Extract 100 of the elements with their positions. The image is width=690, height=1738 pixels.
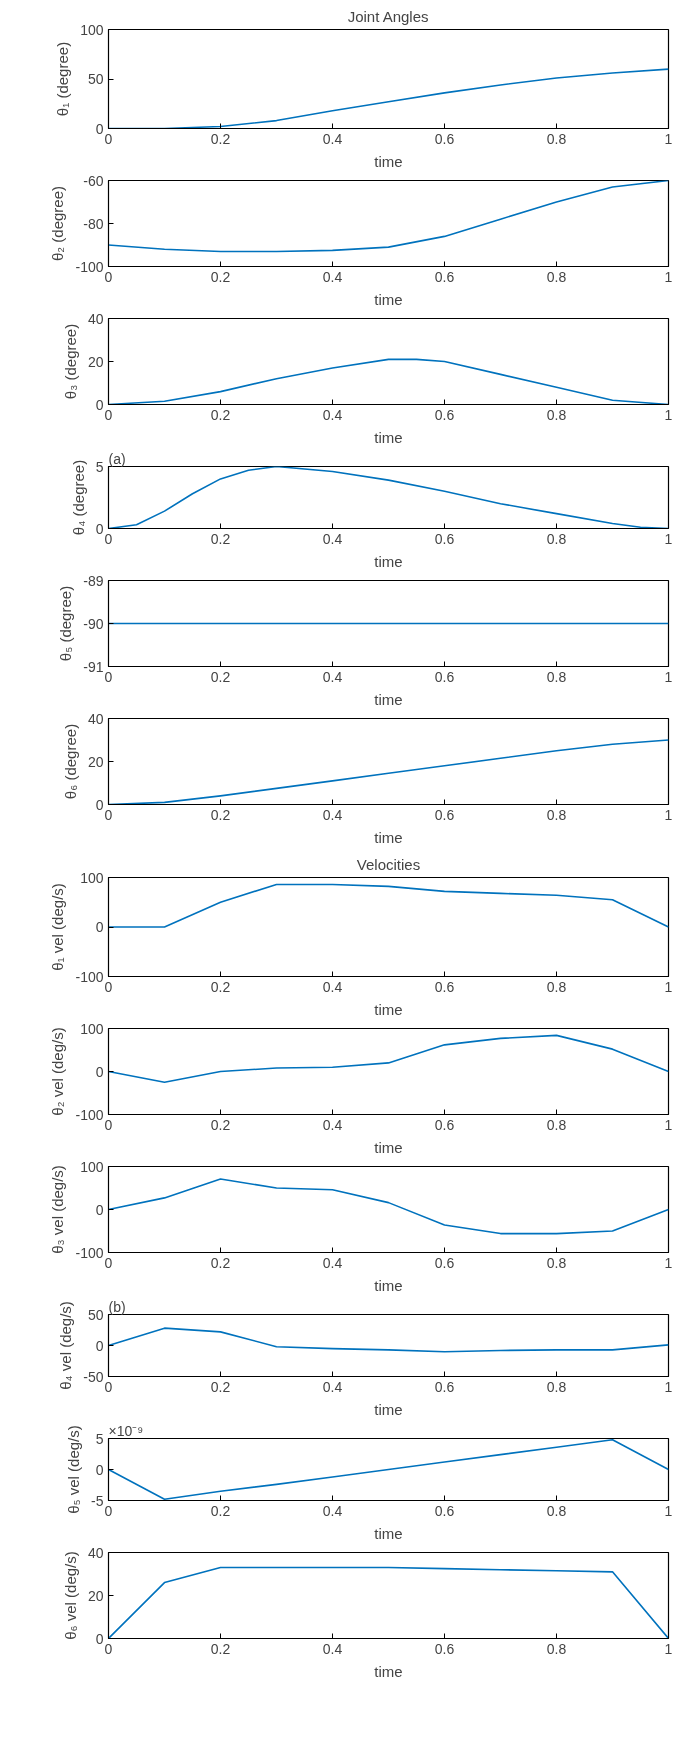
annotation: (a) xyxy=(108,450,126,467)
y-tick-label: 40 xyxy=(87,1544,104,1561)
x-axis-title: time xyxy=(374,1662,403,1680)
y-tick-label: -89 xyxy=(83,572,104,589)
line-series xyxy=(108,1327,669,1353)
y-tick-label: 0 xyxy=(95,1063,104,1080)
x-tick-label: 0.8 xyxy=(546,978,567,995)
x-tick-label: 0.2 xyxy=(210,1640,231,1657)
x-axis-title: time xyxy=(374,1524,403,1542)
x-tick-label: 0.6 xyxy=(434,530,455,547)
chart-title: Velocities xyxy=(356,855,421,873)
x-tick-label: 1 xyxy=(664,1502,673,1519)
line-series xyxy=(108,1178,669,1235)
x-tick-label: 0.4 xyxy=(322,1378,343,1395)
x-axis-title: time xyxy=(374,152,403,170)
y-axis-title: θ₄ (degree) xyxy=(69,459,87,536)
x-tick-label: 0.6 xyxy=(434,1378,455,1395)
y-tick-label: 0 xyxy=(95,919,104,935)
x-tick-label: 1 xyxy=(664,406,673,423)
line-series xyxy=(108,180,669,253)
y-tick-label: -91 xyxy=(83,658,104,675)
x-axis-title: time xyxy=(374,1276,403,1294)
x-tick-label: 0.8 xyxy=(546,1116,567,1133)
x-axis-title: time xyxy=(374,428,403,446)
x-tick-label: 1 xyxy=(664,530,673,547)
x-tick-label: 0.8 xyxy=(546,1502,567,1519)
y-tick-label: 100 xyxy=(80,1020,104,1037)
x-tick-label: 1 xyxy=(664,130,673,147)
x-tick-label: 0.8 xyxy=(546,1640,567,1657)
x-tick-label: 0.4 xyxy=(322,978,343,995)
y-tick-label: 5 xyxy=(95,1430,104,1447)
x-tick-label: 0.4 xyxy=(322,406,343,423)
x-tick-label: 1 xyxy=(664,806,673,823)
x-tick-label: 0.2 xyxy=(210,130,231,147)
chart-title: Joint Angles xyxy=(347,7,429,25)
x-tick-label: 0.8 xyxy=(546,806,567,823)
y-tick-label: 20 xyxy=(87,753,104,770)
x-axis-title: time xyxy=(374,1000,403,1018)
x-tick-label: 0.2 xyxy=(210,1378,231,1395)
y-tick-label: 20 xyxy=(87,353,104,370)
x-tick-label: 0.6 xyxy=(434,806,455,823)
y-tick-label: -50 xyxy=(83,1368,104,1385)
x-tick-label: 0.2 xyxy=(210,1502,231,1519)
y-tick-label: 0 xyxy=(95,1201,104,1218)
y-axis-title: θ₅ (degree) xyxy=(57,585,75,662)
y-axis-title: θ₆ (degree) xyxy=(61,723,79,800)
x-tick-label: 1 xyxy=(664,978,673,995)
x-tick-label: 0.4 xyxy=(322,668,343,685)
x-tick-label: 1 xyxy=(664,1378,673,1395)
x-axis-title: time xyxy=(374,552,403,570)
x-tick-label: 0.8 xyxy=(546,130,567,147)
x-tick-label: 0.8 xyxy=(546,668,567,685)
y-tick-label: 0 xyxy=(95,1337,104,1354)
x-tick-label: 0.6 xyxy=(434,406,455,423)
x-tick-label: 0.4 xyxy=(322,1116,343,1133)
y-axis-title: θ₄ vel (deg/s) xyxy=(57,1301,75,1390)
x-axis-title: time xyxy=(374,290,403,308)
y-axis-title: θ₁ (degree) xyxy=(54,41,72,117)
x-tick-label: 0.6 xyxy=(434,1116,455,1133)
y-axis-title: θ₂ vel (deg/s) xyxy=(49,1027,67,1116)
line-series xyxy=(108,466,669,529)
x-axis-title: time xyxy=(374,1400,403,1418)
x-tick-label: 0.8 xyxy=(546,406,567,423)
line-series xyxy=(108,1438,669,1501)
x-tick-label: 0.4 xyxy=(322,268,343,285)
y-tick-label: -80 xyxy=(83,215,104,232)
y-axis-title: θ₂ (degree) xyxy=(49,185,67,262)
x-tick-label: 0.4 xyxy=(322,130,343,147)
x-tick-label: 0.2 xyxy=(210,406,231,423)
y-tick-label: -5 xyxy=(91,1492,104,1509)
y-axis-title: θ₅ vel (deg/s) xyxy=(65,1425,83,1514)
x-tick-label: 0.6 xyxy=(434,1254,455,1271)
x-tick-label: 1 xyxy=(664,1640,673,1657)
x-tick-label: 0.6 xyxy=(434,268,455,285)
y-tick-label: -60 xyxy=(83,172,104,189)
x-tick-label: 0.8 xyxy=(546,1254,567,1271)
x-tick-label: 0.4 xyxy=(322,1640,343,1657)
x-axis-title: time xyxy=(374,828,403,846)
y-tick-label: 50 xyxy=(87,71,104,87)
y-tick-label: -100 xyxy=(75,258,104,275)
y-tick-label: 20 xyxy=(87,1587,104,1604)
y-tick-label: 0 xyxy=(95,1461,104,1478)
annotation: (b) xyxy=(108,1298,126,1315)
x-tick-label: 0.4 xyxy=(322,1502,343,1519)
x-tick-label: 1 xyxy=(664,268,673,285)
y-axis-title: θ₁ vel (deg/s) xyxy=(49,883,67,971)
y-axis-title: θ₆ vel (deg/s) xyxy=(61,1551,79,1640)
x-tick-label: 1 xyxy=(664,668,673,685)
y-tick-label: 100 xyxy=(80,869,104,886)
annotation: ×10⁻⁹ xyxy=(108,1422,144,1439)
x-tick-label: 0.2 xyxy=(210,1254,231,1271)
x-tick-label: 0.6 xyxy=(434,1640,455,1657)
y-tick-label: 100 xyxy=(80,1158,104,1175)
x-axis-title: time xyxy=(374,690,403,708)
line-series xyxy=(108,1034,669,1084)
x-tick-label: 1 xyxy=(664,1254,673,1271)
x-tick-label: 0.2 xyxy=(210,1116,231,1133)
x-tick-label: 0.6 xyxy=(434,130,455,147)
y-tick-label: -100 xyxy=(75,1244,104,1261)
y-axis-title: θ₃ (degree) xyxy=(61,323,79,400)
